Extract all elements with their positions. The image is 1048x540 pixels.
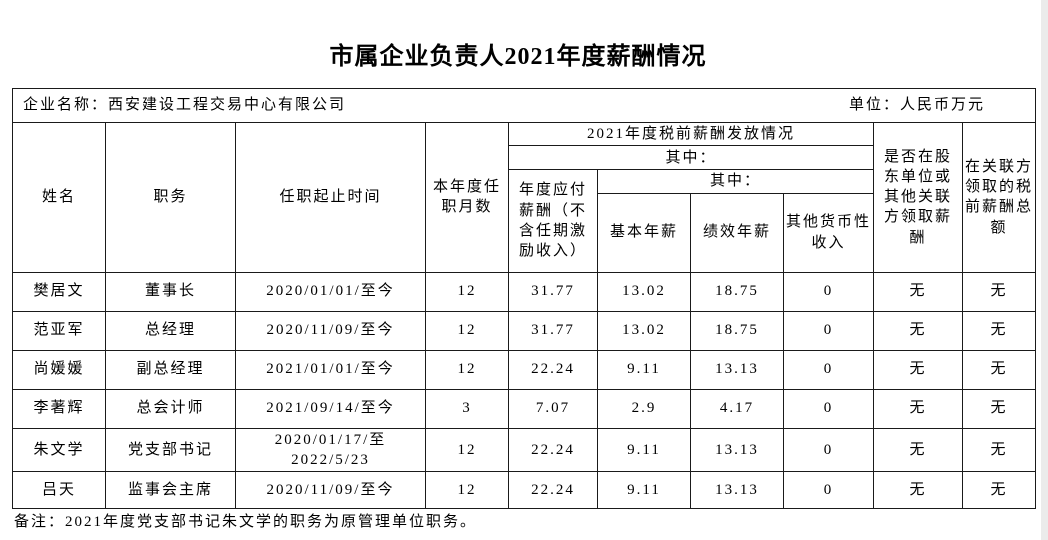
cell-name: 樊居文 (12, 271, 106, 312)
cell-months: 3 (425, 388, 509, 429)
cell-name: 范亚军 (12, 310, 106, 351)
unit-label-prefix: 单位： (849, 97, 901, 114)
footer-note: 备注：2021年度党支部书记朱文学的职务为原管理单位职务。 (14, 514, 478, 530)
cell-payable: 22.24 (508, 427, 598, 472)
header-among-salary: 其中： (508, 145, 874, 171)
cell-payable: 31.77 (508, 271, 598, 312)
header-base-salary: 基本年薪 (597, 192, 691, 273)
cell-position: 总经理 (105, 310, 236, 351)
table-row: 吕天 监事会主席 2020/11/09/至今 12 22.24 9.11 13.… (12, 471, 1037, 509)
cell-other-monetary: 0 (783, 388, 874, 429)
cell-position: 监事会主席 (105, 471, 236, 509)
cell-term: 2020/11/09/至今 (235, 471, 426, 509)
table-row: 范亚军 总经理 2020/11/09/至今 12 31.77 13.02 18.… (12, 310, 1037, 351)
cell-base-salary: 2.9 (597, 388, 691, 429)
cell-base-salary: 13.02 (597, 271, 691, 312)
cell-related-party-salary: 无 (873, 471, 963, 509)
header-salary-group: 2021年度税前薪酬发放情况 (508, 121, 874, 147)
cell-months: 12 (425, 271, 509, 312)
cell-related-party-total: 无 (961, 427, 1037, 472)
cell-other-monetary: 0 (783, 349, 874, 390)
cell-performance-salary: 13.13 (690, 349, 784, 390)
cell-other-monetary: 0 (783, 310, 874, 351)
table-row: 朱文学 党支部书记 2020/01/17/至 2022/5/23 12 22.2… (12, 427, 1037, 472)
cell-position: 总会计师 (105, 388, 236, 429)
table-row: 李著辉 总会计师 2021/09/14/至今 3 7.07 2.9 4.17 0… (12, 388, 1037, 429)
cell-performance-salary: 18.75 (690, 310, 784, 351)
cell-related-party-salary: 无 (873, 388, 963, 429)
salary-table: 企业名称：西安建设工程交易中心有限公司 单位：人民币万元 姓名 职务 任职起止时… (11, 88, 1037, 509)
cell-term: 2021/01/01/至今 (235, 349, 426, 390)
header-position: 职务 (105, 122, 236, 273)
company-name: 企业名称：西安建设工程交易中心有限公司 (23, 95, 346, 115)
cell-other-monetary: 0 (783, 427, 874, 472)
page-edge-strip (1041, 0, 1048, 540)
meta-cell: 企业名称：西安建设工程交易中心有限公司 单位：人民币万元 (11, 88, 1037, 123)
cell-performance-salary: 18.75 (690, 271, 784, 312)
cell-base-salary: 9.11 (597, 427, 691, 472)
cell-base-salary: 9.11 (597, 349, 691, 390)
cell-months: 12 (425, 310, 509, 351)
header-row-among-salary: 其中： (13, 145, 1036, 171)
cell-performance-salary: 13.13 (690, 427, 784, 472)
header-term: 任职起止时间 (235, 122, 426, 273)
cell-related-party-salary: 无 (873, 427, 963, 472)
cell-months: 12 (425, 427, 509, 472)
header-payable: 年度应付薪酬（不含任期激励收入） (508, 169, 598, 273)
cell-months: 12 (425, 471, 509, 509)
unit-value: 人民币万元 (900, 97, 986, 114)
header-months: 本年度任 职月数 (425, 122, 509, 273)
cell-base-salary: 13.02 (597, 310, 691, 351)
cell-related-party-total: 无 (961, 471, 1037, 509)
cell-related-party-total: 无 (961, 388, 1037, 429)
cell-payable: 7.07 (508, 388, 598, 429)
cell-name: 吕天 (12, 471, 106, 509)
cell-payable: 22.24 (508, 471, 598, 509)
cell-related-party-total: 无 (961, 310, 1037, 351)
cell-term: 2021/09/14/至今 (235, 388, 426, 429)
cell-name: 朱文学 (12, 427, 106, 472)
cell-related-party-salary: 无 (873, 310, 963, 351)
header-other-monetary: 其他货币性收入 (783, 192, 874, 273)
cell-other-monetary: 0 (783, 271, 874, 312)
header-related-party-total: 在关联方领取的税前薪酬总额 (961, 122, 1037, 273)
header-related-party-salary: 是否在股东单位或其他关联方领取薪酬 (873, 122, 963, 273)
cell-payable: 31.77 (508, 310, 598, 351)
cell-performance-salary: 13.13 (690, 471, 784, 509)
cell-position: 董事长 (105, 271, 236, 312)
cell-related-party-salary: 无 (873, 349, 963, 390)
meta-row: 企业名称：西安建设工程交易中心有限公司 单位：人民币万元 (11, 88, 1037, 123)
cell-related-party-salary: 无 (873, 271, 963, 312)
cell-term: 2020/11/09/至今 (235, 310, 426, 351)
cell-term: 2020/01/17/至 2022/5/23 (235, 427, 426, 472)
header-row-among-payable: 年度应付薪酬（不含任期激励收入） 其中： (13, 169, 1036, 273)
cell-position: 党支部书记 (105, 427, 236, 472)
header-name: 姓名 (12, 122, 106, 273)
cell-related-party-total: 无 (961, 349, 1037, 390)
cell-performance-salary: 4.17 (690, 388, 784, 429)
cell-term: 2020/01/01/至今 (235, 271, 426, 312)
cell-base-salary: 9.11 (597, 471, 691, 509)
cell-related-party-total: 无 (961, 271, 1037, 312)
company-name-value: 西安建设工程交易中心有限公司 (108, 97, 347, 114)
unit-label: 单位：人民币万元 (849, 95, 985, 115)
company-name-label: 企业名称： (23, 97, 109, 114)
cell-months: 12 (425, 349, 509, 390)
cell-name: 李著辉 (12, 388, 106, 429)
table-row: 尚媛媛 副总经理 2021/01/01/至今 12 22.24 9.11 13.… (12, 349, 1037, 390)
header-performance-salary: 绩效年薪 (690, 192, 784, 273)
header-row-detail: 基本年薪 绩效年薪 其他货币性收入 (13, 192, 1036, 273)
cell-other-monetary: 0 (783, 471, 874, 509)
page-title: 市属企业负责人2021年度薪酬情况 (329, 44, 707, 70)
header-row-group: 姓名 职务 任职起止时间 本年度任 职月数 2021年度税前薪酬发放情况 是否在… (12, 121, 1037, 273)
header-among-payable: 其中： (597, 169, 874, 194)
cell-name: 尚媛媛 (12, 349, 106, 390)
cell-payable: 22.24 (508, 349, 598, 390)
cell-position: 副总经理 (105, 349, 236, 390)
table-row: 樊居文 董事长 2020/01/01/至今 12 31.77 13.02 18.… (12, 271, 1037, 312)
